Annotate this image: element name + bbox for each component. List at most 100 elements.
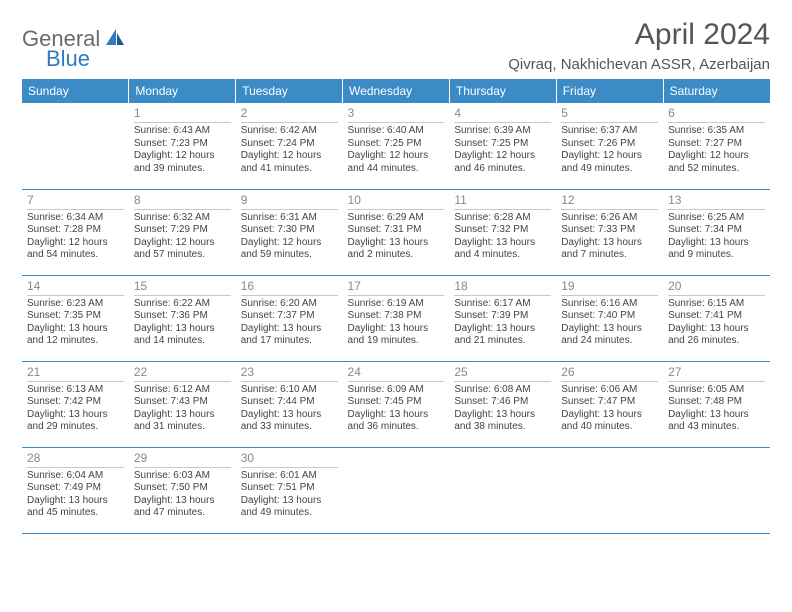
daylight-text: Daylight: 12 hours (241, 237, 338, 250)
logo-text-blue: Blue (46, 46, 90, 72)
sunrise-text: Sunrise: 6:03 AM (134, 470, 231, 483)
sunrise-text: Sunrise: 6:13 AM (27, 384, 124, 397)
day-number: 24 (348, 365, 445, 382)
daylight-text: and 2 minutes. (348, 249, 445, 262)
calendar-day-cell: 20Sunrise: 6:15 AMSunset: 7:41 PMDayligh… (663, 275, 770, 361)
sunset-text: Sunset: 7:46 PM (454, 396, 551, 409)
calendar-day-cell: 22Sunrise: 6:12 AMSunset: 7:43 PMDayligh… (129, 361, 236, 447)
day-number: 20 (668, 279, 765, 296)
daylight-text: Daylight: 12 hours (241, 150, 338, 163)
weekday-header: Sunday (22, 79, 129, 103)
daylight-text: and 41 minutes. (241, 163, 338, 176)
daylight-text: and 52 minutes. (668, 163, 765, 176)
daylight-text: and 24 minutes. (561, 335, 658, 348)
sunrise-text: Sunrise: 6:05 AM (668, 384, 765, 397)
calendar-day-cell: 18Sunrise: 6:17 AMSunset: 7:39 PMDayligh… (449, 275, 556, 361)
calendar-day-cell: 17Sunrise: 6:19 AMSunset: 7:38 PMDayligh… (343, 275, 450, 361)
sunset-text: Sunset: 7:34 PM (668, 224, 765, 237)
day-number: 8 (134, 193, 231, 210)
sunset-text: Sunset: 7:27 PM (668, 138, 765, 151)
calendar-day-cell: 15Sunrise: 6:22 AMSunset: 7:36 PMDayligh… (129, 275, 236, 361)
sunrise-text: Sunrise: 6:37 AM (561, 125, 658, 138)
sail-icon (104, 27, 126, 52)
sunset-text: Sunset: 7:23 PM (134, 138, 231, 151)
sunset-text: Sunset: 7:41 PM (668, 310, 765, 323)
daylight-text: Daylight: 13 hours (348, 237, 445, 250)
sunrise-text: Sunrise: 6:34 AM (27, 212, 124, 225)
sunset-text: Sunset: 7:25 PM (454, 138, 551, 151)
daylight-text: and 54 minutes. (27, 249, 124, 262)
daylight-text: and 12 minutes. (27, 335, 124, 348)
sunrise-text: Sunrise: 6:23 AM (27, 298, 124, 311)
daylight-text: Daylight: 13 hours (27, 495, 124, 508)
day-number: 4 (454, 106, 551, 123)
daylight-text: and 7 minutes. (561, 249, 658, 262)
calendar-day-cell: 13Sunrise: 6:25 AMSunset: 7:34 PMDayligh… (663, 189, 770, 275)
calendar-week-row: 1Sunrise: 6:43 AMSunset: 7:23 PMDaylight… (22, 103, 770, 189)
sunset-text: Sunset: 7:29 PM (134, 224, 231, 237)
calendar-day-cell: 26Sunrise: 6:06 AMSunset: 7:47 PMDayligh… (556, 361, 663, 447)
sunrise-text: Sunrise: 6:35 AM (668, 125, 765, 138)
daylight-text: and 26 minutes. (668, 335, 765, 348)
daylight-text: and 47 minutes. (134, 507, 231, 520)
daylight-text: Daylight: 13 hours (668, 323, 765, 336)
sunrise-text: Sunrise: 6:17 AM (454, 298, 551, 311)
calendar-day-cell: 12Sunrise: 6:26 AMSunset: 7:33 PMDayligh… (556, 189, 663, 275)
sunset-text: Sunset: 7:30 PM (241, 224, 338, 237)
day-number: 6 (668, 106, 765, 123)
daylight-text: Daylight: 12 hours (454, 150, 551, 163)
sunrise-text: Sunrise: 6:22 AM (134, 298, 231, 311)
daylight-text: Daylight: 13 hours (668, 409, 765, 422)
calendar-day-cell: 6 Sunrise: 6:35 AMSunset: 7:27 PMDaylight… (663, 103, 770, 189)
sunrise-text: Sunrise: 6:26 AM (561, 212, 658, 225)
sunset-text: Sunset: 7:47 PM (561, 396, 658, 409)
weekday-header: Friday (556, 79, 663, 103)
weekday-header: Monday (129, 79, 236, 103)
sunrise-text: Sunrise: 6:20 AM (241, 298, 338, 311)
daylight-text: and 9 minutes. (668, 249, 765, 262)
calendar-day-cell: 11 Sunrise: 6:28 AMSunset: 7:32 PMDayligh… (449, 189, 556, 275)
sunrise-text: Sunrise: 6:09 AM (348, 384, 445, 397)
weekday-header: Saturday (663, 79, 770, 103)
daylight-text: and 45 minutes. (27, 507, 124, 520)
calendar-day-cell: 7Sunrise: 6:34 AMSunset: 7:28 PMDaylight… (22, 189, 129, 275)
sunrise-text: Sunrise: 6:10 AM (241, 384, 338, 397)
daylight-text: and 43 minutes. (668, 421, 765, 434)
daylight-text: Daylight: 12 hours (134, 237, 231, 250)
daylight-text: Daylight: 13 hours (348, 323, 445, 336)
sunrise-text: Sunrise: 6:12 AM (134, 384, 231, 397)
sunset-text: Sunset: 7:40 PM (561, 310, 658, 323)
calendar-week-row: 21Sunrise: 6:13 AMSunset: 7:42 PMDayligh… (22, 361, 770, 447)
calendar-day-cell (663, 447, 770, 533)
daylight-text: Daylight: 13 hours (454, 237, 551, 250)
sunrise-text: Sunrise: 6:28 AM (454, 212, 551, 225)
day-number: 17 (348, 279, 445, 296)
sunrise-text: Sunrise: 6:19 AM (348, 298, 445, 311)
daylight-text: and 14 minutes. (134, 335, 231, 348)
sunrise-text: Sunrise: 6:16 AM (561, 298, 658, 311)
sunset-text: Sunset: 7:32 PM (454, 224, 551, 237)
calendar-day-cell: 21Sunrise: 6:13 AMSunset: 7:42 PMDayligh… (22, 361, 129, 447)
day-number: 9 (241, 193, 338, 210)
sunset-text: Sunset: 7:49 PM (27, 482, 124, 495)
calendar-day-cell: 8Sunrise: 6:32 AMSunset: 7:29 PMDaylight… (129, 189, 236, 275)
day-number: 27 (668, 365, 765, 382)
daylight-text: Daylight: 12 hours (27, 237, 124, 250)
day-number: 22 (134, 365, 231, 382)
sunset-text: Sunset: 7:44 PM (241, 396, 338, 409)
day-number: 18 (454, 279, 551, 296)
daylight-text: Daylight: 12 hours (668, 150, 765, 163)
daylight-text: and 57 minutes. (134, 249, 231, 262)
weekday-header: Tuesday (236, 79, 343, 103)
day-number: 11 (454, 193, 551, 210)
daylight-text: and 19 minutes. (348, 335, 445, 348)
calendar-table: SundayMondayTuesdayWednesdayThursdayFrid… (22, 79, 770, 534)
sunset-text: Sunset: 7:45 PM (348, 396, 445, 409)
sunrise-text: Sunrise: 6:39 AM (454, 125, 551, 138)
daylight-text: and 40 minutes. (561, 421, 658, 434)
calendar-day-cell: 14Sunrise: 6:23 AMSunset: 7:35 PMDayligh… (22, 275, 129, 361)
calendar-day-cell: 30Sunrise: 6:01 AMSunset: 7:51 PMDayligh… (236, 447, 343, 533)
day-number: 23 (241, 365, 338, 382)
day-number: 28 (27, 451, 124, 468)
calendar-day-cell: 2Sunrise: 6:42 AMSunset: 7:24 PMDaylight… (236, 103, 343, 189)
